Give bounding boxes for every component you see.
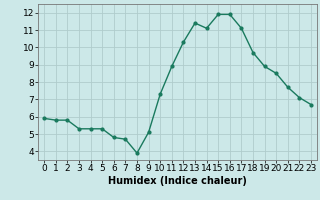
X-axis label: Humidex (Indice chaleur): Humidex (Indice chaleur) xyxy=(108,176,247,186)
